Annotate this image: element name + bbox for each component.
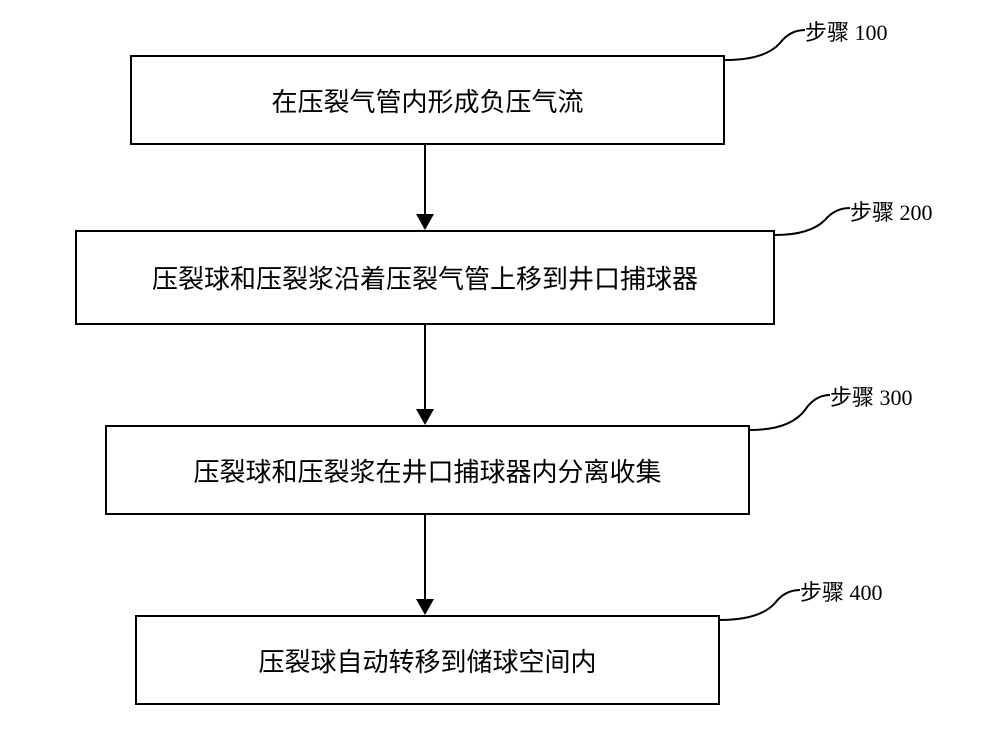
step-text: 在压裂气管内形成负压气流 bbox=[271, 82, 583, 119]
label-connector-400 bbox=[720, 585, 800, 625]
step-box-100: 在压裂气管内形成负压气流 bbox=[130, 55, 725, 145]
label-connector-100 bbox=[725, 25, 805, 65]
step-text: 压裂球自动转移到储球空间内 bbox=[258, 642, 596, 679]
flowchart-container: 在压裂气管内形成负压气流 步骤 100 压裂球和压裂浆沿着压裂气管上移到井口捕球… bbox=[0, 0, 1000, 745]
arrow-head-2 bbox=[416, 409, 434, 425]
label-connector-200 bbox=[775, 205, 850, 240]
step-text: 压裂球和压裂浆在井口捕球器内分离收集 bbox=[193, 452, 661, 489]
step-box-200: 压裂球和压裂浆沿着压裂气管上移到井口捕球器 bbox=[75, 230, 775, 325]
step-box-400: 压裂球自动转移到储球空间内 bbox=[135, 615, 720, 705]
arrow-line-3 bbox=[424, 515, 426, 600]
arrow-line-1 bbox=[424, 145, 426, 215]
arrow-head-3 bbox=[416, 599, 434, 615]
step-box-300: 压裂球和压裂浆在井口捕球器内分离收集 bbox=[105, 425, 750, 515]
arrow-line-2 bbox=[424, 325, 426, 410]
label-connector-300 bbox=[750, 390, 830, 435]
step-text: 压裂球和压裂浆沿着压裂气管上移到井口捕球器 bbox=[152, 259, 698, 296]
step-label-200: 步骤 200 bbox=[850, 195, 933, 227]
step-label-300: 步骤 300 bbox=[830, 380, 913, 412]
arrow-head-1 bbox=[416, 214, 434, 230]
step-label-100: 步骤 100 bbox=[805, 15, 888, 47]
step-label-400: 步骤 400 bbox=[800, 575, 883, 607]
